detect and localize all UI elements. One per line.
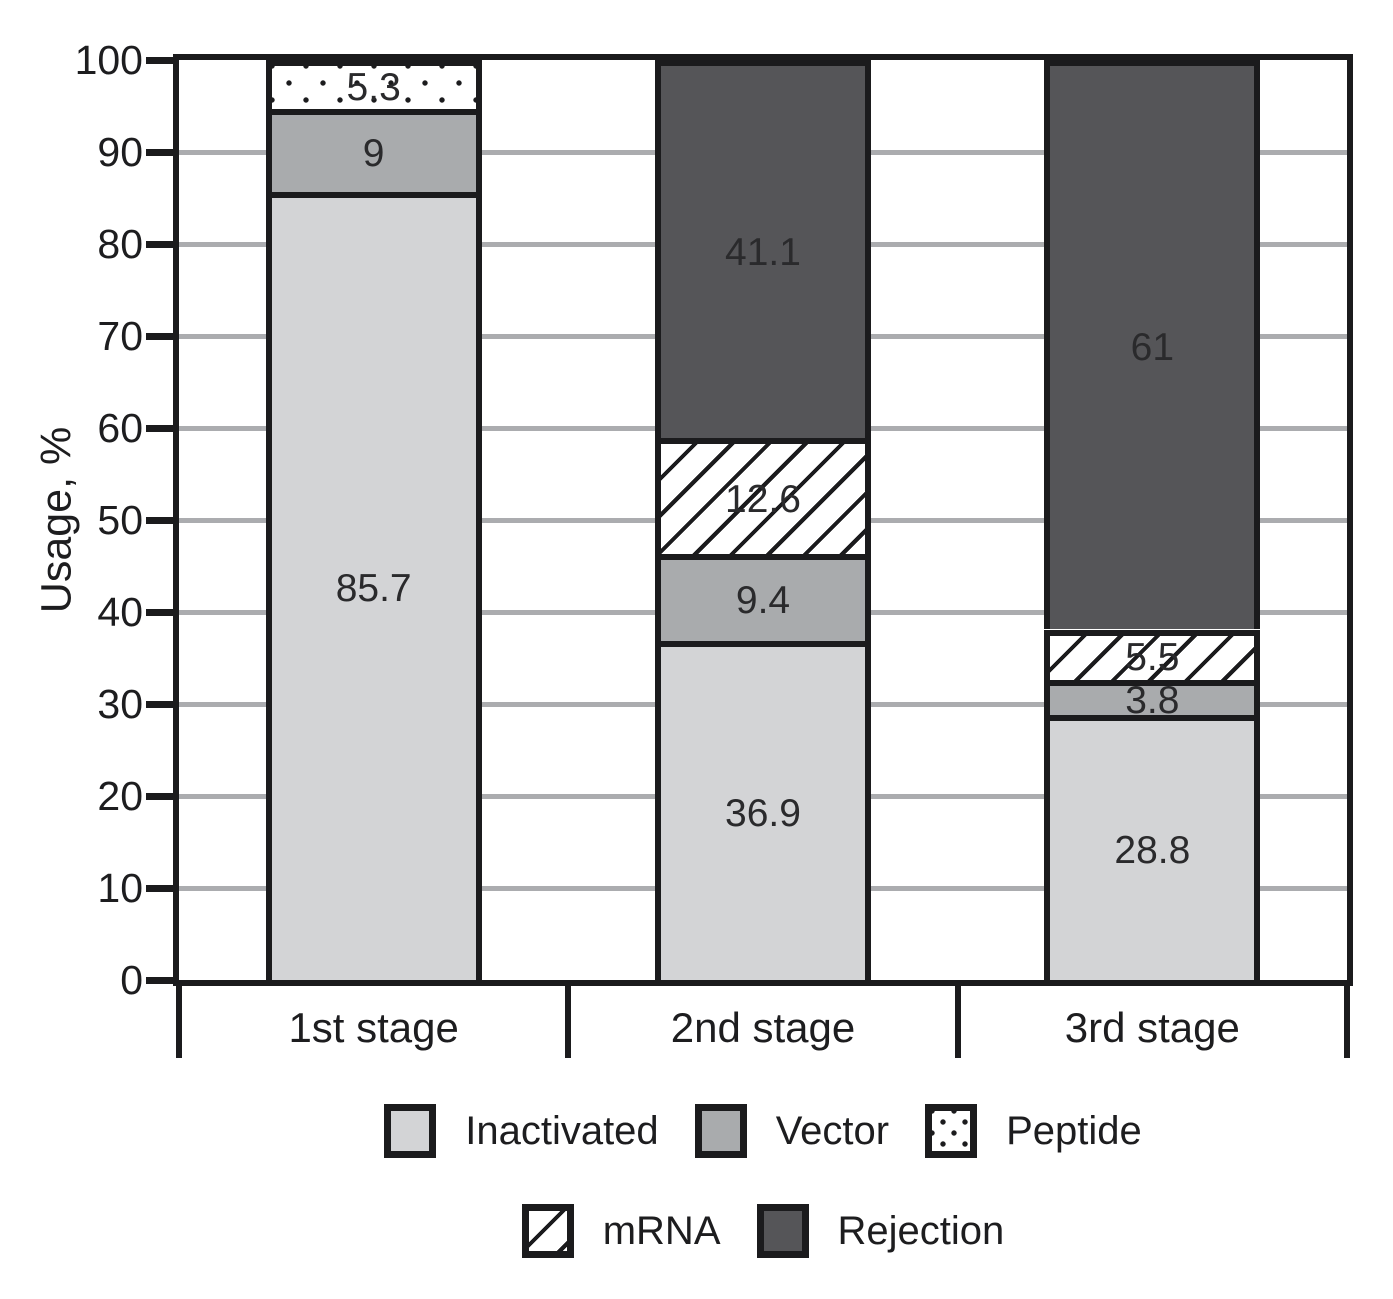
bar-segment-value: 3.8: [1125, 679, 1180, 723]
category-separator-0: [176, 980, 182, 1058]
category-separator-2: [954, 980, 961, 1058]
y-tick-20: [146, 792, 179, 800]
y-tick-10: [146, 884, 179, 892]
y-tick-label-20: 20: [97, 773, 143, 819]
y-tick-40: [146, 608, 179, 616]
bar-segment-vector: 3.8: [1044, 680, 1261, 720]
bar-segment-value: 9.4: [735, 578, 791, 622]
category-separator-1: [565, 980, 572, 1058]
legend-swatch-vector: [694, 1104, 747, 1158]
legend-label-vector: Vector: [775, 1109, 890, 1153]
bar-segment-inactivated: 28.8: [1044, 715, 1261, 980]
y-tick-label-50: 50: [97, 497, 143, 543]
y-tick-label-100: 100: [74, 37, 143, 83]
bar-segment-value: 61: [1130, 326, 1175, 370]
y-tick-label-60: 60: [97, 405, 143, 451]
legend-swatch-rejection: [756, 1204, 809, 1258]
stage-label-1: 1st stage: [288, 1004, 459, 1051]
bar-segment-value: 12.6: [725, 477, 801, 521]
bar-segment-rejection: 61: [1044, 60, 1261, 630]
bar-2nd-stage: 36.9 9.4 12.6 41.1: [655, 60, 871, 980]
bar-segment-vector: 9.4: [655, 554, 871, 641]
bar-segment-value: 5.5: [1125, 636, 1180, 680]
legend-row-2: mRNA Rejection: [179, 1203, 1347, 1259]
legend-item-inactivated: Inactivated: [384, 1104, 659, 1158]
bar-segment-peptide: 5.3: [265, 60, 482, 109]
legend-item-rejection: Rejection: [756, 1204, 1005, 1258]
bar-segment-value: 28.8: [1114, 829, 1191, 873]
bar-segment-inactivated: 36.9: [655, 640, 871, 980]
legend-swatch-mrna: [521, 1204, 574, 1258]
bar-segment-mrna: 12.6: [655, 438, 871, 555]
y-tick-30: [146, 700, 179, 708]
bar-3rd-stage: 28.8 3.8 5.5 61: [1044, 60, 1261, 980]
bar-segment-vector: 9: [265, 108, 482, 192]
y-tick-label-40: 40: [97, 589, 143, 635]
y-tick-label-90: 90: [97, 129, 143, 175]
y-tick-50: [146, 516, 179, 524]
stage-label-2: 2nd stage: [670, 1004, 856, 1051]
y-tick-70: [146, 332, 179, 340]
y-tick-label-10: 10: [97, 865, 143, 911]
bar-segment-inactivated: 85.7: [265, 191, 482, 980]
legend-swatch-peptide: [925, 1104, 978, 1158]
y-tick-label-80: 80: [97, 221, 143, 267]
legend-item-mrna: mRNA: [521, 1204, 721, 1258]
bar-segment-value: 9: [362, 131, 385, 175]
legend-item-vector: Vector: [694, 1104, 890, 1158]
legend-item-peptide: Peptide: [925, 1104, 1142, 1158]
legend-label-inactivated: Inactivated: [465, 1109, 659, 1153]
bar-segment-value: 41.1: [725, 230, 801, 274]
y-tick-0: [146, 976, 179, 984]
bar-segment-mrna: 5.5: [1044, 629, 1261, 681]
legend-swatch-inactivated: [384, 1104, 437, 1158]
bar-segment-rejection: 41.1: [655, 60, 871, 439]
bar-segment-value: 85.7: [335, 567, 412, 611]
legend-label-rejection: Rejection: [837, 1209, 1005, 1253]
y-tick-60: [146, 424, 179, 432]
legend-label-peptide: Peptide: [1006, 1109, 1142, 1153]
y-tick-label-0: 0: [120, 957, 143, 1003]
bar-segment-value: 36.9: [725, 791, 801, 835]
bar-1st-stage: 85.7 9 5.3: [265, 60, 482, 980]
y-tick-100: [146, 56, 179, 64]
bar-segment-value: 5.3: [346, 65, 401, 109]
y-tick-80: [146, 240, 179, 248]
legend-label-mrna: mRNA: [602, 1209, 721, 1253]
legend-row-1: Inactivated Vector Peptide: [179, 1103, 1347, 1159]
y-tick-label-30: 30: [97, 681, 143, 727]
stage-label-3: 3rd stage: [1064, 1004, 1240, 1051]
y-tick-90: [146, 148, 179, 156]
y-tick-label-70: 70: [97, 313, 143, 359]
category-separator-3: [1344, 980, 1350, 1058]
